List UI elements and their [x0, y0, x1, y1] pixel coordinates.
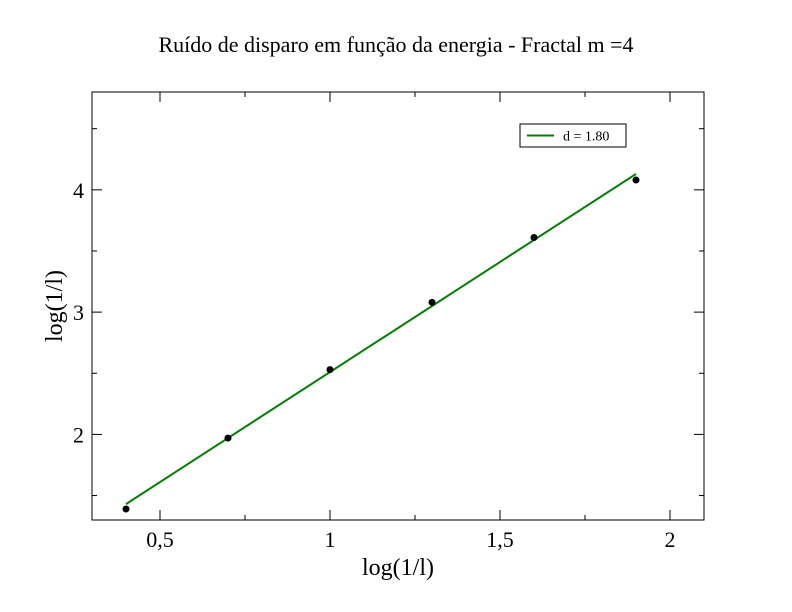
- x-tick-label: 0,5: [146, 527, 174, 552]
- plot-frame: [91, 91, 705, 521]
- axis-ticks: [92, 92, 704, 520]
- data-point: [326, 366, 334, 374]
- data-point: [632, 176, 640, 184]
- x-tick-label: 1,5: [486, 527, 514, 552]
- y-tick-label: 2: [73, 422, 84, 447]
- legend-label: d = 1.80: [563, 130, 609, 145]
- series-layer: [122, 173, 640, 513]
- x-tick-label: 2: [665, 527, 676, 552]
- chart-title: Ruído de disparo em função da energia - …: [158, 32, 633, 57]
- data-point: [530, 234, 538, 242]
- data-point: [428, 298, 436, 306]
- legend-box: [519, 123, 627, 148]
- fit-line: [125, 173, 637, 505]
- x-tick-label: 1: [325, 527, 336, 552]
- data-point: [122, 505, 130, 513]
- x-axis-label: log(1/l): [362, 555, 434, 581]
- y-tick-label: 3: [73, 300, 84, 325]
- axis-tick-labels: 0,5 1 1,5 2 2 3 4: [73, 178, 676, 552]
- y-tick-label: 4: [73, 178, 84, 203]
- y-axis-label: log(1/l): [42, 270, 68, 342]
- data-point: [224, 434, 232, 442]
- legend: d = 1.80: [519, 123, 627, 148]
